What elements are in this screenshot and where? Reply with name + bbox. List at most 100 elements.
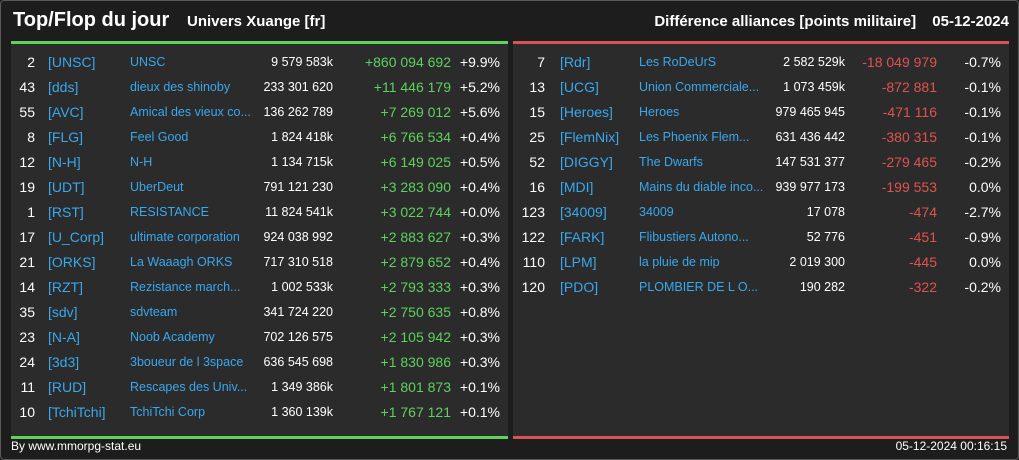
alliance-points: 1 134 715k	[271, 155, 333, 169]
alliance-tag-link[interactable]: [UCG]	[560, 79, 599, 95]
points-difference: -471 116	[882, 104, 937, 120]
alliance-points: 717 310 518	[263, 255, 333, 269]
percent-change: +0.4%	[459, 179, 500, 195]
alliance-rank: 16	[529, 179, 545, 195]
alliance-tag-link[interactable]: [RUD]	[48, 379, 87, 395]
alliance-rank: 17	[19, 229, 35, 245]
points-difference: -474	[908, 204, 937, 220]
alliance-points: 939 977 173	[775, 180, 845, 194]
alliance-points: 233 301 620	[263, 80, 333, 94]
flop-row: 16 [MDI] Mains du diable inco... 939 977 17…	[513, 175, 1009, 200]
alliance-tag-link[interactable]: [3d3]	[48, 354, 80, 370]
alliance-tag-link[interactable]: [34009]	[560, 204, 607, 220]
alliance-tag-link[interactable]: [RZT]	[48, 279, 83, 295]
alliance-tag-link[interactable]: [FlemNix]	[560, 129, 620, 145]
alliance-points: 2 019 300	[789, 255, 845, 269]
flop-row: 110 [LPM] la pluie de mip 2 019 300 -445 0.0%	[513, 250, 1009, 275]
alliance-tag-link[interactable]: [AVC]	[48, 104, 84, 120]
alliance-rank: 110	[522, 254, 545, 270]
alliance-tag-link[interactable]: [sdv]	[48, 304, 78, 320]
points-difference: +11 446 179	[373, 79, 451, 95]
points-difference: +860 094 692	[364, 54, 451, 70]
percent-change: -0.2%	[964, 279, 1001, 295]
alliance-rank: 43	[19, 79, 35, 95]
percent-change: 0.0%	[969, 254, 1001, 270]
alliance-tag-link[interactable]: [TchiTchi]	[48, 404, 106, 420]
percent-change: -0.1%	[964, 79, 1001, 95]
alliance-tag-link[interactable]: [dds]	[48, 79, 79, 95]
alliance-points: 17 078	[806, 205, 845, 219]
alliance-rank: 14	[19, 279, 35, 295]
alliance-rank: 23	[19, 329, 35, 345]
flop-row: 120 [PDO] PLOMBIER DE L O... 190 282 -322 -0.…	[513, 275, 1009, 300]
alliance-rank: 15	[529, 104, 545, 120]
top-row: 10 [TchiTchi] TchiTchi Corp 1 360 139k +1 76…	[11, 400, 508, 425]
alliance-tag-link[interactable]: [U_Corp]	[48, 229, 105, 245]
alliance-points: 631 436 442	[775, 130, 845, 144]
top-row: 1 [RST] RESISTANCE 11 824 541k +3 022 744 +0.…	[11, 200, 508, 225]
percent-change: +5.2%	[459, 79, 500, 95]
points-difference: +2 750 635	[380, 304, 451, 320]
alliance-tag-link[interactable]: [FARK]	[560, 229, 605, 245]
percent-change: +0.4%	[459, 129, 500, 145]
top-row: 24 [3d3] 3boueur de l 3space 636 545 698 +1 …	[11, 350, 508, 375]
top-row: 14 [RZT] Rezistance march... 1 002 533k +2 7…	[11, 275, 508, 300]
top-row: 19 [UDT] UberDeut 791 121 230 +3 283 090 +0.4…	[11, 175, 508, 200]
flop-row: 122 [FARK] Flibustiers Autono... 52 776 -451…	[513, 225, 1009, 250]
percent-change: +0.8%	[459, 304, 500, 320]
flop-row: 13 [UCG] Union Commerciale... 1 073 459k -87…	[513, 75, 1009, 100]
points-difference: -322	[908, 279, 937, 295]
alliance-points: 1 002 533k	[271, 280, 333, 294]
alliance-tag-link[interactable]: [ORKS]	[48, 254, 96, 270]
alliance-points: 147 531 377	[775, 155, 845, 169]
alliance-points: 702 126 575	[263, 330, 333, 344]
alliance-tag-link[interactable]: [DIGGY]	[560, 154, 613, 170]
percent-change: -0.9%	[964, 229, 1001, 245]
alliance-tag-link[interactable]: [UNSC]	[48, 54, 96, 70]
alliance-points: 190 282	[799, 280, 845, 294]
percent-change: -2.7%	[964, 204, 1001, 220]
alliance-tag-link[interactable]: [N-H]	[48, 154, 81, 170]
header-date: 05-12-2024	[932, 13, 1009, 30]
alliance-tag-link[interactable]: [Heroes]	[560, 104, 613, 120]
percent-change: +0.3%	[459, 329, 500, 345]
alliance-tag-link[interactable]: [PDO]	[560, 279, 599, 295]
alliance-tag-link[interactable]: [RST]	[48, 204, 84, 220]
percent-change: +0.3%	[459, 354, 500, 370]
points-difference: +2 105 942	[380, 329, 451, 345]
alliance-points: 1 349 386k	[271, 380, 333, 394]
source-credit[interactable]: By www.mmorpg-stat.eu	[11, 439, 142, 453]
alliance-rank: 7	[537, 54, 545, 70]
percent-change: -0.1%	[964, 129, 1001, 145]
alliance-tag-link[interactable]: [MDI]	[560, 179, 594, 195]
alliance-tag-link[interactable]: [FLG]	[48, 129, 84, 145]
points-difference: +3 283 090	[380, 179, 451, 195]
alliance-points: 9 579 583k	[271, 55, 333, 69]
header-right: Différence alliances [points militaire] …	[654, 13, 1009, 30]
flop-row: 123 [34009] 34009 17 078 -474 -2.7%	[513, 200, 1009, 225]
flop-row: 7 [Rdr] Les RoDeUrS 2 582 529k -18 049 979 -0…	[513, 50, 1009, 75]
alliance-tag-link[interactable]: [Rdr]	[560, 54, 591, 70]
top-panel: 2 [UNSC] UNSC 9 579 583k +860 094 692 +9.9% 43…	[11, 41, 508, 439]
percent-change: +0.1%	[459, 404, 500, 420]
alliance-points: 1 824 418k	[271, 130, 333, 144]
points-difference: -451	[908, 229, 937, 245]
alliance-points: 979 465 945	[775, 105, 845, 119]
header: Top/Flop du jour Univers Xuange [fr] Dif…	[11, 9, 1009, 35]
alliance-tag-link[interactable]: [UDT]	[48, 179, 85, 195]
alliance-rank: 55	[19, 104, 35, 120]
top-row: 35 [sdv] sdvteam 341 724 220 +2 750 635 +0.8%	[11, 300, 508, 325]
alliance-rank: 12	[19, 154, 35, 170]
percent-change: -0.2%	[964, 154, 1001, 170]
alliance-rank: 24	[19, 354, 35, 370]
alliance-rank: 10	[19, 404, 35, 420]
alliance-points: 636 545 698	[263, 355, 333, 369]
alliance-rank: 120	[521, 279, 545, 295]
alliance-points: 2 582 529k	[783, 55, 845, 69]
points-difference: -279 465	[881, 154, 937, 170]
alliance-tag-link[interactable]: [LPM]	[560, 254, 597, 270]
alliance-tag-link[interactable]: [N-A]	[48, 329, 80, 345]
flop-row: 52 [DIGGY] The Dwarfs 147 531 377 -279 465 -0…	[513, 150, 1009, 175]
points-difference: -18 049 979	[862, 54, 937, 70]
